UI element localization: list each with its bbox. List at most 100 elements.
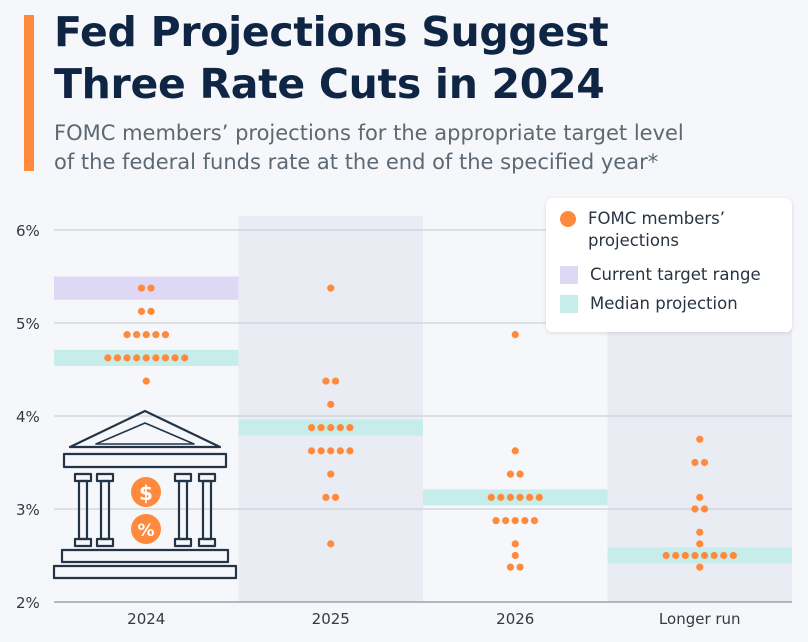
projection-dot — [487, 493, 495, 501]
icon-roof — [68, 409, 222, 449]
y-tick-label: 5% — [16, 315, 40, 333]
projection-dot — [729, 551, 737, 560]
percent-coin-icon — [131, 514, 161, 544]
icon-step-bottom — [52, 564, 238, 580]
projection-dot — [497, 493, 505, 501]
projection-dot — [700, 505, 709, 513]
projection-dot — [696, 493, 704, 501]
projection-dot — [346, 447, 354, 455]
projection-dot — [535, 493, 543, 501]
projection-dot — [691, 458, 699, 467]
projection-dot — [137, 307, 146, 315]
median-bar — [607, 547, 792, 564]
projection-dot — [511, 447, 519, 455]
projection-dot — [506, 493, 515, 501]
percent-sign-glyph: % — [137, 521, 154, 541]
projection-dot — [147, 307, 155, 315]
projection-dot — [700, 551, 709, 560]
legend-item-projections: FOMC members’ projections — [560, 208, 778, 252]
projection-dot — [307, 424, 316, 432]
projection-dot — [506, 563, 515, 571]
legend-label-current-range: Current target range — [590, 265, 761, 284]
projection-dot — [327, 540, 335, 548]
projection-dot — [511, 331, 519, 339]
projection-dot — [123, 354, 131, 362]
icon-column-shaft — [77, 479, 89, 541]
projection-dot — [530, 517, 539, 525]
x-tick-label: 2026 — [496, 610, 534, 628]
projection-dot — [322, 377, 330, 385]
y-tick-label: 2% — [16, 594, 40, 612]
projection-dot — [327, 470, 335, 478]
projection-dot — [327, 284, 335, 292]
projection-dot — [327, 424, 335, 432]
projection-dot — [307, 447, 316, 455]
projection-dot — [331, 493, 340, 501]
projection-dot — [696, 563, 704, 571]
icon-column-shaft — [201, 479, 213, 541]
projection-dot — [710, 551, 718, 560]
projection-dot — [123, 331, 131, 339]
legend: FOMC members’ projections Current target… — [546, 198, 792, 332]
projection-dot — [152, 331, 160, 339]
legend-label-projections: FOMC members’ projections — [588, 209, 726, 250]
projection-dot — [113, 354, 122, 362]
current-target-range-bar — [54, 276, 239, 300]
dollar-sign-glyph: $ — [139, 481, 153, 505]
projection-dot — [133, 331, 141, 339]
subtitle-line-1: FOMC members’ projections for the approp… — [54, 121, 684, 145]
projection-dot — [516, 493, 524, 501]
projection-dot — [691, 551, 699, 560]
x-tick-label: 2025 — [312, 610, 350, 628]
x-tick-label: 2024 — [127, 610, 165, 628]
projection-dot — [720, 551, 728, 560]
legend-dot-marker — [560, 211, 576, 227]
projection-dot — [700, 458, 709, 467]
projection-dot — [516, 470, 524, 478]
projection-dot — [161, 331, 170, 339]
accent-bar — [24, 15, 34, 171]
title-line-2: Three Rate Cuts in 2024 — [54, 60, 605, 108]
projection-dot — [511, 551, 519, 560]
icon-column-shaft — [99, 479, 111, 541]
federal-reserve-building-icon — [52, 409, 238, 580]
projection-dot — [662, 551, 670, 560]
projection-dot — [672, 551, 680, 560]
projection-dot — [181, 354, 189, 362]
projection-dot — [104, 354, 112, 362]
legend-item-current-range: Current target range — [560, 264, 780, 286]
projection-dot — [142, 331, 150, 339]
projection-dot — [147, 284, 155, 292]
icon-column-base — [95, 537, 115, 548]
projection-dot — [691, 505, 699, 513]
x-tick-label: Longer run — [659, 610, 741, 628]
projection-dot — [696, 435, 704, 443]
projection-dot — [322, 493, 330, 501]
projection-dot — [511, 540, 519, 548]
projection-dot — [142, 377, 150, 385]
projection-dot — [317, 447, 325, 455]
legend-median-swatch — [560, 295, 578, 313]
projection-dot — [492, 517, 500, 525]
subtitle: FOMC members’ projections for the approp… — [54, 119, 794, 177]
projection-dot — [152, 354, 160, 362]
legend-item-median: Median projection — [560, 293, 780, 315]
projection-dot — [161, 354, 170, 362]
projection-dot — [516, 563, 524, 571]
projection-dot — [521, 517, 529, 525]
projection-dot — [317, 424, 325, 432]
projection-dot — [511, 517, 519, 525]
y-tick-label: 4% — [16, 408, 40, 426]
icon-roof-inner — [95, 422, 195, 445]
projection-dot — [171, 354, 179, 362]
projection-dot — [327, 400, 335, 408]
projection-dot — [142, 354, 150, 362]
title-line-1: Fed Projections Suggest — [54, 8, 609, 56]
projection-dot — [137, 284, 146, 292]
icon-entablature — [62, 452, 228, 469]
projection-dot — [696, 528, 704, 536]
icon-column-base — [197, 537, 217, 548]
median-bar — [423, 489, 608, 506]
legend-label-median: Median projection — [590, 294, 738, 313]
projection-dot — [336, 447, 344, 455]
